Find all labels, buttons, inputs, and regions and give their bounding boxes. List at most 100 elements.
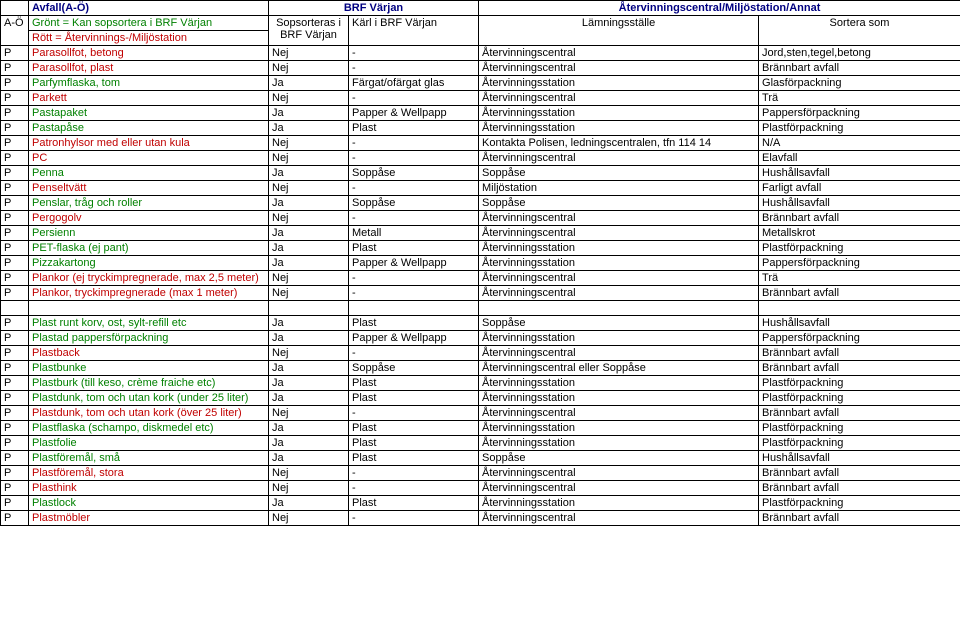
table-row: PPlastfolieJaPlastÅtervinningsstationPla… (1, 436, 960, 451)
row-sop: Ja (269, 451, 349, 466)
spacer-cell (759, 301, 960, 316)
row-karl: - (349, 151, 479, 166)
row-karl: Plast (349, 451, 479, 466)
row-sop: Nej (269, 481, 349, 496)
row-sop: Ja (269, 226, 349, 241)
row-letter: P (1, 361, 29, 376)
row-sort: Brännbart avfall (759, 361, 960, 376)
row-sort: Plastförpackning (759, 421, 960, 436)
row-sop: Ja (269, 496, 349, 511)
row-karl: - (349, 406, 479, 421)
row-sort: Plastförpackning (759, 376, 960, 391)
row-sop: Ja (269, 361, 349, 376)
row-sop: Nej (269, 136, 349, 151)
row-sop: Ja (269, 241, 349, 256)
row-sort: Metallskrot (759, 226, 960, 241)
table-row: PPenseltvättNej-MiljöstationFarligt avfa… (1, 181, 960, 196)
row-letter: P (1, 91, 29, 106)
row-letter: P (1, 121, 29, 136)
row-karl: Soppåse (349, 166, 479, 181)
row-sort: Plastförpackning (759, 496, 960, 511)
row-letter: P (1, 271, 29, 286)
row-karl: - (349, 346, 479, 361)
row-sop: Nej (269, 91, 349, 106)
row-stalle: Återvinningsstation (479, 121, 759, 136)
row-sort: Trä (759, 91, 960, 106)
row-item: Plastföremål, stora (29, 466, 269, 481)
header-legend-row: A-Ö Grönt = Kan sopsortera i BRF Värjan … (1, 16, 960, 31)
row-item: Parkett (29, 91, 269, 106)
row-item: Parasollfot, betong (29, 46, 269, 61)
waste-table: Avfall(A-Ö) BRF Värjan Återvinningscentr… (0, 0, 960, 526)
row-karl: - (349, 46, 479, 61)
header-top-row: Avfall(A-Ö) BRF Värjan Återvinningscentr… (1, 1, 960, 16)
row-karl: - (349, 271, 479, 286)
row-sop: Ja (269, 196, 349, 211)
row-karl: - (349, 511, 479, 526)
row-sop: Ja (269, 166, 349, 181)
row-karl: Plast (349, 241, 479, 256)
row-item: PC (29, 151, 269, 166)
row-stalle: Återvinningscentral (479, 151, 759, 166)
row-sop: Nej (269, 286, 349, 301)
row-sop: Ja (269, 76, 349, 91)
row-sort: Farligt avfall (759, 181, 960, 196)
row-karl: Plast (349, 316, 479, 331)
table-row: PParasollfot, betongNej-Återvinningscent… (1, 46, 960, 61)
row-karl: Plast (349, 121, 479, 136)
row-karl: Plast (349, 496, 479, 511)
spacer-cell (479, 301, 759, 316)
row-item: Plastdunk, tom och utan kork (över 25 li… (29, 406, 269, 421)
row-karl: Metall (349, 226, 479, 241)
row-item: Penslar, tråg och roller (29, 196, 269, 211)
header-avfall: Avfall(A-Ö) (29, 1, 269, 16)
row-letter: P (1, 391, 29, 406)
spacer-cell (349, 301, 479, 316)
row-stalle: Återvinningsstation (479, 421, 759, 436)
row-sort: Hushållsavfall (759, 196, 960, 211)
row-karl: - (349, 91, 479, 106)
row-letter: P (1, 241, 29, 256)
legend-green: Grönt = Kan sopsortera i BRF Värjan (29, 16, 269, 31)
row-stalle: Soppåse (479, 451, 759, 466)
table-row: PPlastbunkeJaSoppåseÅtervinningscentral … (1, 361, 960, 376)
header-stalle: Lämningsställe (479, 16, 759, 46)
table-row: PPastapaketJaPapper & WellpappÅtervinnin… (1, 106, 960, 121)
row-item: Plastföremål, små (29, 451, 269, 466)
row-item: Plasthink (29, 481, 269, 496)
row-letter: P (1, 256, 29, 271)
table-row: PParfymflaska, tomJaFärgat/ofärgat glasÅ… (1, 76, 960, 91)
row-letter: P (1, 316, 29, 331)
row-item: Plastdunk, tom och utan kork (under 25 l… (29, 391, 269, 406)
row-stalle: Återvinningscentral (479, 46, 759, 61)
row-karl: - (349, 481, 479, 496)
row-sop: Ja (269, 391, 349, 406)
row-stalle: Återvinningsstation (479, 376, 759, 391)
row-item: Pastapaket (29, 106, 269, 121)
row-sort: Hushållsavfall (759, 316, 960, 331)
table-row: PPlankor, tryckimpregnerade (max 1 meter… (1, 286, 960, 301)
row-sort: Brännbart avfall (759, 286, 960, 301)
row-sop: Ja (269, 421, 349, 436)
row-letter: P (1, 511, 29, 526)
row-sort: Plastförpackning (759, 121, 960, 136)
row-item: Plastflaska (schampo, diskmedel etc) (29, 421, 269, 436)
row-letter: P (1, 196, 29, 211)
legend-left-letter: A-Ö (1, 16, 29, 46)
row-sort: Hushållsavfall (759, 451, 960, 466)
table-row: PPlastföremål, storaNej-Återvinningscent… (1, 466, 960, 481)
row-karl: Soppåse (349, 361, 479, 376)
row-letter: P (1, 481, 29, 496)
row-sop: Nej (269, 151, 349, 166)
row-letter: P (1, 286, 29, 301)
spacer-cell (269, 301, 349, 316)
row-sop: Nej (269, 46, 349, 61)
row-item: Plastfolie (29, 436, 269, 451)
row-stalle: Återvinningscentral (479, 481, 759, 496)
legend-red: Rött = Återvinnings-/Miljöstation (29, 31, 269, 46)
row-karl: Papper & Wellpapp (349, 256, 479, 271)
row-karl: Färgat/ofärgat glas (349, 76, 479, 91)
row-sop: Nej (269, 511, 349, 526)
row-letter: P (1, 421, 29, 436)
table-row: PPlastmöblerNej-ÅtervinningscentralBränn… (1, 511, 960, 526)
